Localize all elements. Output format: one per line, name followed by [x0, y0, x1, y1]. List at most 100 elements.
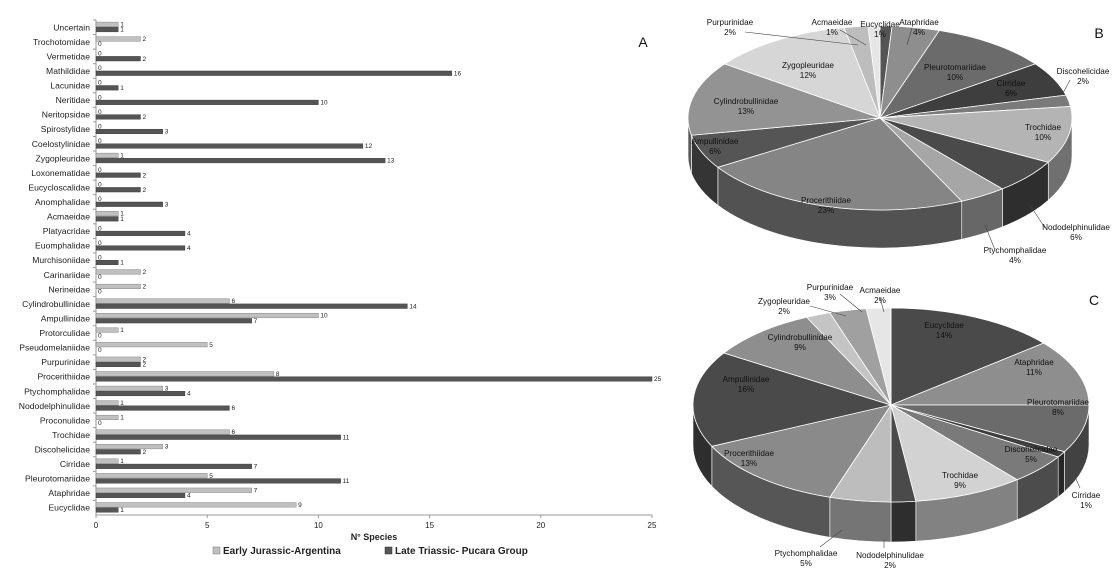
category-label: Vermetidae [47, 51, 91, 61]
category-label: Neritopsidae [42, 110, 90, 120]
bar [95, 143, 364, 149]
leader-line [879, 29, 884, 46]
category-label: Mathildidae [46, 66, 90, 76]
pie-slice [878, 30, 1037, 119]
bar [95, 405, 230, 411]
bar [95, 318, 252, 324]
slice-percent: 6% [1005, 89, 1017, 98]
pie-slice [890, 342, 1090, 406]
category-label: Trochidae [52, 430, 90, 440]
bar [95, 27, 119, 33]
data-label: 1 [120, 458, 124, 465]
data-label: 0 [98, 225, 102, 232]
leader-line [1061, 79, 1071, 96]
bar [95, 444, 163, 450]
data-label: 10 [320, 99, 328, 106]
pie-slice [711, 404, 892, 498]
slice-percent: 1% [826, 28, 838, 37]
bar [95, 434, 341, 440]
data-label: 2 [142, 449, 146, 456]
data-label: 0 [98, 347, 102, 354]
data-label: 4 [187, 493, 191, 500]
category-label: Eucycloscalidae [28, 182, 90, 192]
data-label: 1 [120, 153, 124, 160]
bar [95, 187, 141, 193]
slice-label: Ataphridae [1014, 358, 1054, 367]
slice-percent: 13% [741, 459, 757, 468]
slice-percent: 2% [778, 307, 790, 316]
data-label: 4 [187, 391, 191, 398]
slice-percent: 10% [1035, 133, 1051, 142]
slice-label: Ptychomphalidae [775, 549, 838, 558]
bar [95, 492, 186, 498]
data-label: 0 [98, 332, 102, 339]
bar [95, 36, 141, 42]
data-label: 1 [120, 400, 124, 407]
slice-label: Zygopleuridae [758, 297, 810, 306]
slice-label: Acmaeidae [860, 286, 901, 295]
slice-label: Trochidae [942, 471, 979, 480]
data-label: 1 [120, 216, 124, 223]
bar [95, 487, 252, 493]
bar [95, 371, 275, 377]
slice-label: Eucyclidae [924, 321, 964, 330]
legend-swatch [212, 546, 221, 555]
data-label: 0 [98, 41, 102, 48]
category-label: Uncertain [53, 22, 90, 32]
data-label: 3 [165, 129, 169, 136]
bar [95, 507, 119, 513]
panel-label-b: B [1094, 25, 1103, 41]
bar [95, 356, 141, 362]
slice-label: Zygopleuridae [782, 61, 834, 70]
data-label: 7 [254, 463, 258, 470]
category-label: Anomphalidae [35, 197, 90, 207]
slice-label: Acmaeidae [812, 18, 853, 27]
category-label: Procerithiidae [37, 372, 90, 382]
pie-slice [890, 404, 1090, 453]
data-label: 0 [98, 138, 102, 145]
x-tick-label: 15 [425, 521, 434, 530]
bar [95, 269, 141, 275]
slice-percent: 6% [1070, 233, 1082, 242]
pie-slice [890, 404, 1019, 502]
slice-label: Cirridae [1072, 491, 1101, 500]
slice-percent: 9% [794, 343, 806, 352]
slice-percent: 2% [884, 561, 896, 570]
data-label: 2 [142, 172, 146, 179]
data-label: 4 [187, 231, 191, 238]
data-label: 3 [165, 385, 169, 392]
category-label: Cylindrobullinidae [22, 299, 90, 309]
data-label: 2 [142, 284, 146, 291]
data-label: 2 [142, 56, 146, 63]
category-label: Pseudomelaniidae [19, 343, 90, 353]
x-tick-label: 5 [205, 521, 210, 530]
slice-label: Nododelphinulidae [856, 551, 924, 560]
bar [95, 152, 119, 158]
data-label: 1 [120, 211, 124, 218]
bar [95, 245, 186, 251]
category-label: Cirridae [60, 459, 90, 469]
bar [95, 99, 319, 105]
bar [95, 56, 141, 62]
bar [95, 283, 141, 289]
data-label: 0 [98, 196, 102, 203]
pie-slice [723, 27, 881, 119]
data-label: 0 [98, 167, 102, 174]
category-label: Lacunidae [50, 81, 90, 91]
slice-label: Pleurotomariidae [1027, 398, 1089, 407]
category-label: Discohelicidae [35, 444, 91, 454]
data-label: 5 [209, 342, 213, 349]
slice-percent: 5% [800, 559, 812, 568]
slice-percent: 2% [724, 28, 736, 37]
slice-label: Discohelicidae [1057, 67, 1110, 76]
bar [95, 400, 119, 406]
category-label: Pleurotomariidae [25, 474, 90, 484]
bar [95, 114, 141, 120]
data-label: 16 [454, 70, 462, 77]
legend-swatch [384, 546, 393, 555]
bar [95, 201, 163, 207]
pie-slice [879, 106, 1073, 163]
pie-slice-side [1057, 451, 1065, 498]
bar [95, 385, 163, 391]
